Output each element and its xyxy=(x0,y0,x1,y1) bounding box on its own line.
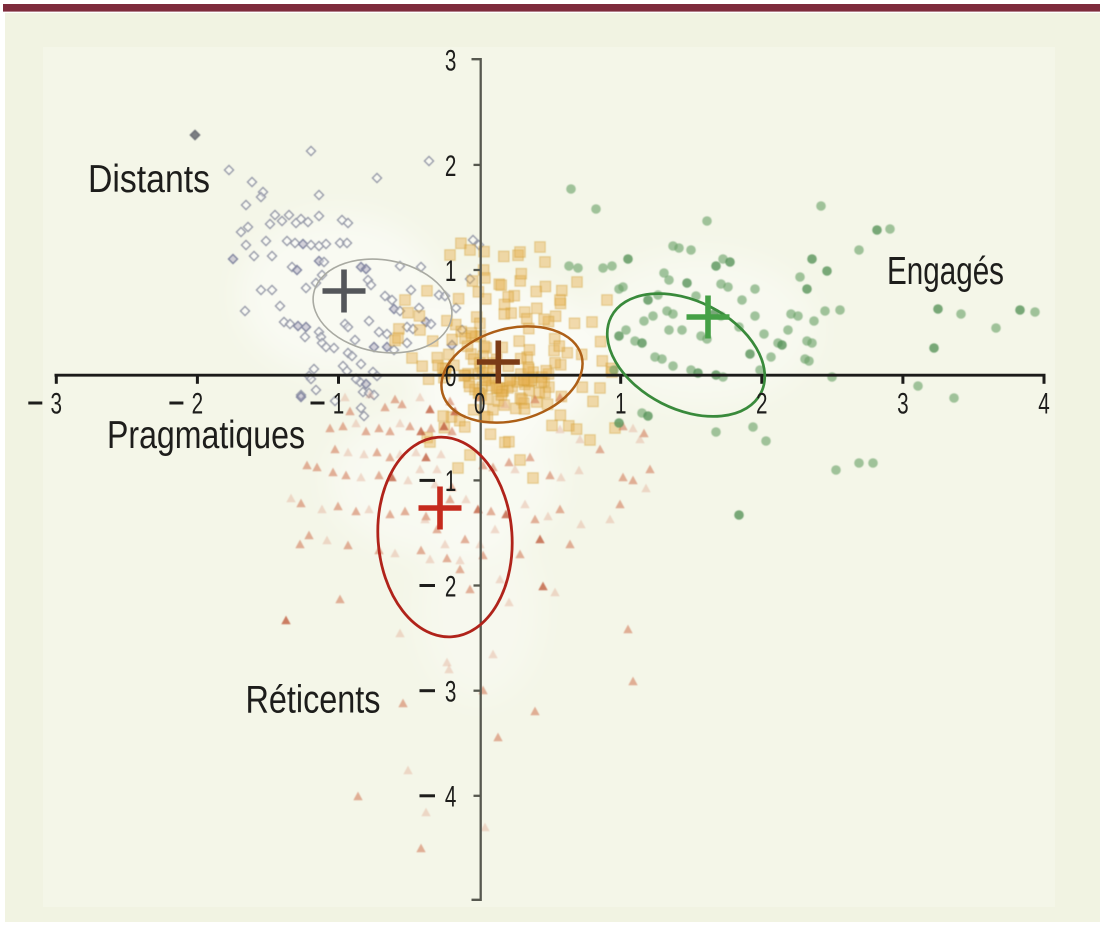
svg-text:Distants: Distants xyxy=(88,158,210,201)
svg-text:4: 4 xyxy=(445,781,457,814)
svg-text:2: 2 xyxy=(192,388,204,421)
svg-text:0: 0 xyxy=(445,360,457,393)
svg-text:Pragmatiques: Pragmatiques xyxy=(107,414,305,457)
svg-text:2: 2 xyxy=(445,570,457,603)
svg-text:0: 0 xyxy=(474,388,486,421)
svg-text:1: 1 xyxy=(615,388,627,421)
svg-text:3: 3 xyxy=(51,388,63,421)
svg-text:1: 1 xyxy=(445,255,457,288)
svg-text:3: 3 xyxy=(897,388,909,421)
svg-text:2: 2 xyxy=(445,150,457,183)
svg-text:4: 4 xyxy=(1038,388,1050,421)
svg-text:1: 1 xyxy=(333,388,345,421)
svg-text:2: 2 xyxy=(756,388,768,421)
svg-text:Engagés: Engagés xyxy=(887,250,1004,293)
svg-text:3: 3 xyxy=(445,676,457,709)
svg-text:Réticents: Réticents xyxy=(246,679,381,722)
svg-text:3: 3 xyxy=(445,45,457,78)
svg-text:1: 1 xyxy=(445,465,457,498)
